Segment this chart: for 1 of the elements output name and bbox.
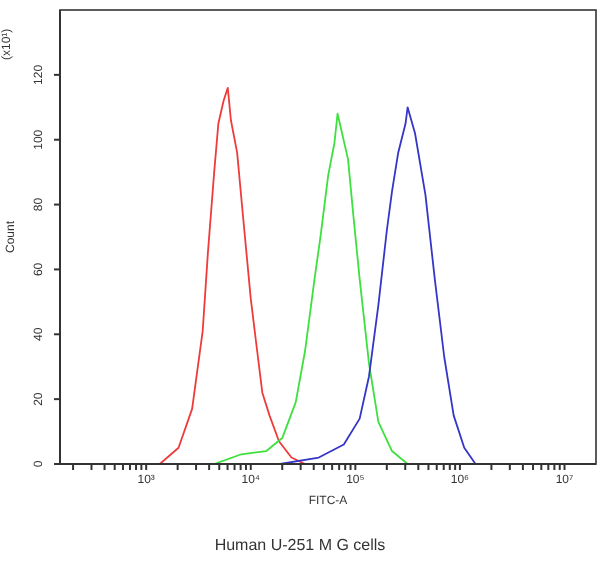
text: Human U-251 M G cells [212,536,388,554]
